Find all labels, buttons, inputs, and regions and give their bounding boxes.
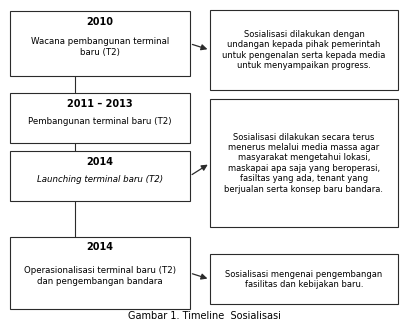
Text: 2014: 2014	[86, 157, 113, 167]
FancyBboxPatch shape	[210, 10, 398, 89]
FancyBboxPatch shape	[10, 11, 190, 76]
Text: Operasionalisasi terminal baru (T2)
dan pengembangan bandara: Operasionalisasi terminal baru (T2) dan …	[24, 266, 176, 286]
Text: Sosialisasi dilakukan dengan
undangan kepada pihak pemerintah
untuk pengenalan s: Sosialisasi dilakukan dengan undangan ke…	[222, 30, 386, 70]
Text: Gambar 1. Timeline  Sosialisasi: Gambar 1. Timeline Sosialisasi	[128, 311, 280, 321]
Text: 2010: 2010	[86, 17, 113, 27]
Text: Launching terminal baru (T2): Launching terminal baru (T2)	[37, 175, 163, 184]
Text: 2014: 2014	[86, 242, 113, 252]
FancyBboxPatch shape	[210, 99, 398, 227]
FancyBboxPatch shape	[10, 93, 190, 143]
FancyBboxPatch shape	[10, 151, 190, 201]
Text: 2011 – 2013: 2011 – 2013	[67, 99, 133, 109]
FancyBboxPatch shape	[10, 236, 190, 309]
Text: Sosialisasi mengenai pengembangan
fasilitas dan kebijakan baru.: Sosialisasi mengenai pengembangan fasili…	[225, 270, 383, 289]
Text: Pembangunan terminal baru (T2): Pembangunan terminal baru (T2)	[28, 117, 172, 126]
Text: Wacana pembangunan terminal
baru (T2): Wacana pembangunan terminal baru (T2)	[31, 37, 169, 57]
FancyBboxPatch shape	[210, 255, 398, 304]
Text: Sosialisasi dilakukan secara terus
menerus melalui media massa agar
masyarakat m: Sosialisasi dilakukan secara terus mener…	[224, 133, 384, 193]
